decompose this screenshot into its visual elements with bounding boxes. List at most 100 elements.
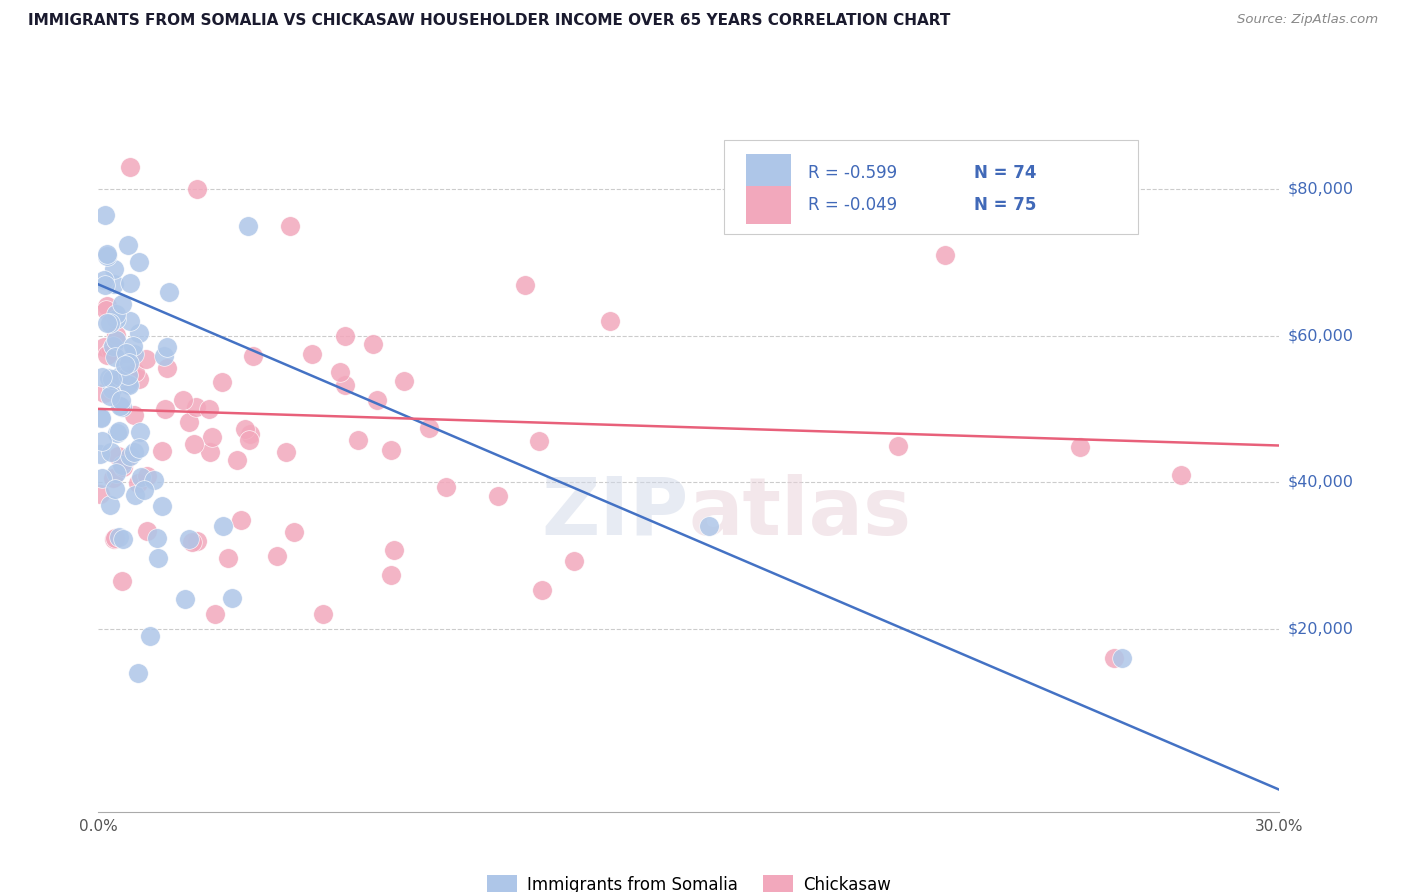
Point	[274, 444, 297, 458]
Point	[96, 246, 118, 260]
Text: R = -0.049: R = -0.049	[808, 195, 897, 214]
Point	[181, 535, 204, 549]
Point	[127, 476, 149, 491]
Point	[157, 285, 180, 300]
Point	[335, 328, 357, 343]
Point	[96, 250, 118, 264]
Point	[100, 382, 122, 396]
Point	[146, 550, 169, 565]
Point	[934, 248, 956, 262]
Point	[101, 339, 124, 353]
Point	[111, 460, 134, 475]
Point	[104, 482, 127, 496]
Point	[101, 471, 124, 485]
Text: $80,000: $80,000	[1288, 182, 1354, 197]
Point	[156, 340, 179, 354]
Text: $60,000: $60,000	[1288, 328, 1354, 343]
Point	[129, 470, 152, 484]
Point	[128, 255, 150, 269]
Point	[105, 333, 128, 347]
Point	[98, 371, 121, 385]
Text: Source: ZipAtlas.com: Source: ZipAtlas.com	[1237, 13, 1378, 27]
Point	[110, 368, 132, 383]
Point	[127, 665, 149, 680]
Point	[434, 480, 457, 494]
Point	[93, 385, 115, 400]
Point	[96, 299, 118, 313]
Point	[114, 453, 136, 467]
Point	[122, 445, 145, 459]
Point	[212, 519, 235, 533]
Point	[238, 434, 260, 448]
Point	[104, 311, 127, 326]
Point	[105, 466, 128, 480]
Point	[242, 349, 264, 363]
Point	[697, 519, 720, 533]
Point	[120, 450, 142, 464]
Bar	[745, 186, 790, 224]
Text: ZIP: ZIP	[541, 474, 689, 551]
Point	[105, 328, 128, 343]
Point	[135, 351, 157, 366]
Point	[124, 488, 146, 502]
Point	[114, 358, 136, 372]
Point	[229, 513, 252, 527]
Point	[380, 443, 402, 458]
Point	[513, 277, 536, 292]
Point	[531, 582, 554, 597]
Point	[100, 445, 122, 459]
Point	[142, 473, 165, 487]
Point	[122, 339, 145, 353]
Point	[486, 489, 509, 503]
Text: IMMIGRANTS FROM SOMALIA VS CHICKASAW HOUSEHOLDER INCOME OVER 65 YEARS CORRELATIO: IMMIGRANTS FROM SOMALIA VS CHICKASAW HOU…	[28, 13, 950, 29]
Point	[118, 277, 141, 291]
Point	[150, 500, 173, 514]
Point	[115, 346, 138, 360]
Point	[118, 356, 141, 370]
Point	[1102, 651, 1125, 665]
Point	[110, 574, 132, 588]
Point	[91, 434, 114, 449]
Point	[380, 567, 402, 582]
Text: $20,000: $20,000	[1288, 621, 1354, 636]
Point	[94, 278, 117, 293]
Point	[104, 532, 127, 546]
Point	[128, 441, 150, 455]
Point	[110, 296, 132, 310]
Point	[107, 449, 129, 463]
Point	[186, 182, 208, 196]
Point	[118, 378, 141, 392]
Point	[1170, 467, 1192, 482]
Point	[1069, 440, 1091, 454]
Text: N = 74: N = 74	[973, 164, 1036, 182]
Point	[418, 421, 440, 435]
Point	[89, 447, 111, 461]
Point	[93, 340, 115, 354]
Point	[111, 458, 134, 473]
Point	[96, 316, 118, 330]
Point	[103, 532, 125, 546]
Point	[179, 533, 201, 547]
Text: atlas: atlas	[689, 474, 912, 551]
Point	[110, 373, 132, 387]
Point	[103, 261, 125, 276]
Point	[132, 483, 155, 497]
Point	[90, 410, 112, 425]
Point	[887, 439, 910, 453]
Point	[118, 314, 141, 328]
Point	[90, 369, 112, 384]
Point	[118, 160, 141, 174]
Point	[226, 453, 249, 467]
Point	[201, 430, 224, 444]
Point	[117, 376, 139, 391]
Point	[599, 314, 621, 328]
Point	[96, 303, 118, 318]
Point	[128, 326, 150, 340]
Point	[186, 533, 208, 548]
Point	[211, 375, 233, 389]
Point	[283, 524, 305, 539]
Point	[174, 592, 197, 607]
Point	[138, 629, 160, 643]
Point	[128, 372, 150, 386]
Point	[93, 273, 115, 287]
